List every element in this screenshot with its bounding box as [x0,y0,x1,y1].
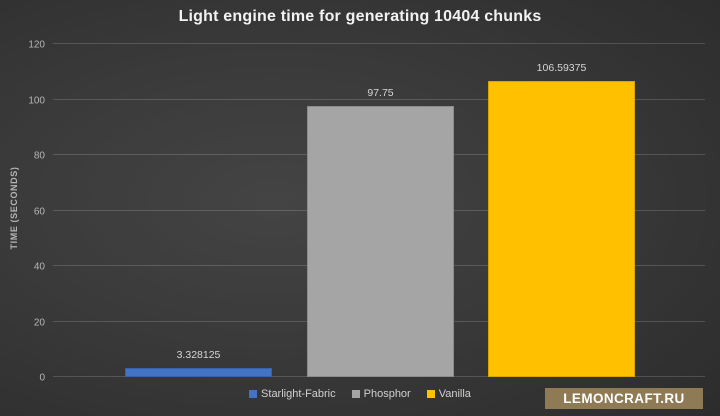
bar-starlight-fabric [125,367,272,377]
y-tick-label-0: 0 [39,372,45,384]
data-label-starlight-fabric: 3.328125 [176,348,221,361]
legend-item-phosphor: Phosphor [351,388,411,400]
y-tick-label-40: 40 [33,261,45,273]
legend-label: Phosphor [363,388,411,400]
watermark: LEMONCRAFT.RU [545,388,703,409]
y-tick-label-120: 120 [28,39,45,51]
y-tick-label-60: 60 [33,206,45,217]
legend-item-vanilla: Vanilla [426,388,471,400]
legend-swatch-icon [249,390,258,398]
y-tick-label-80: 80 [33,150,45,162]
y-tick-label-20: 20 [33,317,45,328]
watermark-text: LEMONCRAFT.RU [563,391,685,406]
data-label-phosphor: 97.75 [367,86,394,99]
legend-swatch-icon [351,390,360,398]
legend-label: Starlight-Fabric [261,388,336,400]
legend-swatch-icon [426,390,435,398]
legend-item-starlight-fabric: Starlight-Fabric [249,388,336,400]
y-tick-label-100: 100 [28,95,45,106]
data-label-vanilla: 106.59375 [536,62,587,75]
bar-phosphor [307,105,454,377]
chart-title: Light engine time for generating 10404 c… [178,8,542,25]
gridline-y-100 [53,98,705,100]
legend: Starlight-Fabric Phosphor Vanilla [0,388,720,400]
plot-area: 0 20 40 60 80 100 120 3.328125 97.75 106.59375 [28,40,705,384]
gridline-y-120 [53,43,705,44]
bar-vanilla [488,81,635,377]
legend-label: Vanilla [438,388,471,400]
